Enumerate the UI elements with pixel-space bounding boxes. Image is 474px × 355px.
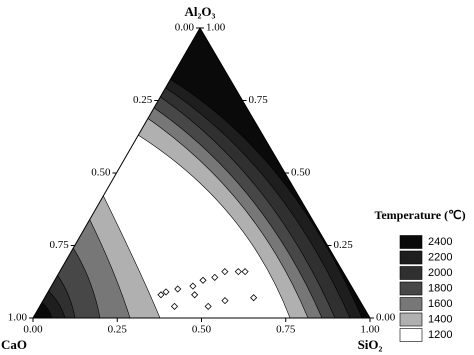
bottom-tick-label: 1.00 <box>360 324 380 336</box>
data-point <box>157 291 165 299</box>
legend-swatch <box>399 235 423 249</box>
legend-label: 2000 <box>428 267 452 279</box>
contour-field <box>33 28 370 318</box>
right-tick-label: 0.25 <box>334 239 354 251</box>
legend-label: 1400 <box>428 313 452 325</box>
data-point <box>191 291 199 299</box>
legend-label: 1800 <box>428 282 452 294</box>
legend-label: 2400 <box>428 236 452 248</box>
legend-swatch <box>399 266 423 280</box>
left-tick-label: 0.00 <box>175 22 195 34</box>
data-point <box>221 297 229 305</box>
data-point <box>174 285 182 293</box>
bottom-tick-label: 0.25 <box>108 324 128 336</box>
data-point <box>250 294 258 302</box>
legend-swatch <box>399 250 423 265</box>
right-tick-label: 0.75 <box>249 94 269 106</box>
data-point <box>189 282 197 290</box>
data-point <box>234 268 242 276</box>
legend-label: 2200 <box>428 251 452 263</box>
data-point <box>162 288 170 296</box>
data-point <box>204 302 212 310</box>
left-tick-label: 1.00 <box>8 312 28 324</box>
legend-label: 1600 <box>428 298 452 310</box>
left-tick-label: 0.25 <box>133 94 153 106</box>
legend-swatch <box>399 312 423 327</box>
right-tick-label: 1.00 <box>206 22 226 34</box>
data-point <box>199 276 207 284</box>
right-tick-label: 0.50 <box>291 167 311 179</box>
left-tick-label: 0.50 <box>91 167 111 179</box>
data-point <box>211 273 219 281</box>
data-point <box>241 268 249 276</box>
axis-label: SiO₂ <box>358 337 383 352</box>
legend-swatch <box>399 328 423 342</box>
left-tick-label: 0.75 <box>50 239 70 251</box>
legend-swatch <box>399 297 423 311</box>
bottom-tick-label: 0.00 <box>23 324 43 336</box>
axis-label: Al₂O₃ <box>185 4 216 19</box>
legend-title: Temperature (℃) <box>374 208 465 222</box>
legend-label: 1200 <box>428 329 452 341</box>
data-point <box>170 302 179 310</box>
legend-swatch <box>399 281 423 296</box>
axis-label: CaO <box>1 337 27 352</box>
right-tick-label: 0.00 <box>376 312 396 324</box>
bottom-tick-label: 0.50 <box>192 324 212 336</box>
data-point <box>221 268 229 276</box>
bottom-tick-label: 0.75 <box>276 324 296 336</box>
